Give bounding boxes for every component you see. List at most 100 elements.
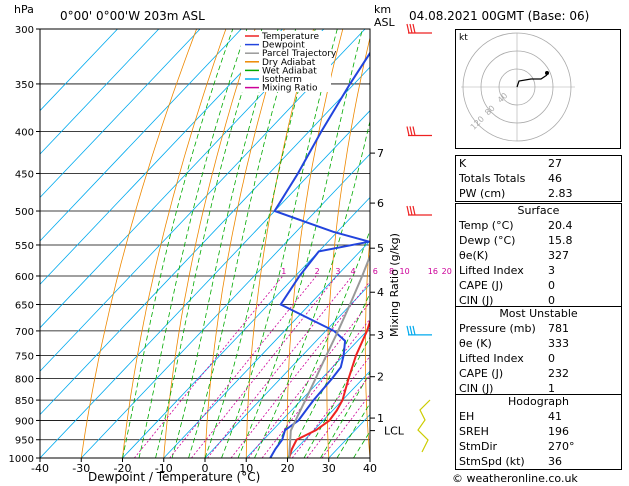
wind-barb-flag — [409, 325, 413, 336]
legend-entry: Parcel Trajectory — [262, 49, 337, 59]
index-label: PW (cm) — [459, 187, 506, 200]
pressure-tick-label: 900 — [15, 416, 34, 427]
isotherm-line — [40, 29, 201, 199]
temperature-tick-label: 20 — [281, 462, 295, 475]
surface-title: Surface — [517, 204, 560, 217]
most-unstable-label: Lifted Index — [459, 352, 524, 365]
most-unstable-label: CIN (J) — [459, 382, 494, 395]
most-unstable-value: 781 — [548, 322, 569, 335]
surface-row: θe(K) 327 — [456, 248, 621, 263]
isotherm-line — [245, 327, 370, 458]
mixing-ratio-label: 20 — [442, 267, 452, 276]
km-tick-label: 2 — [377, 371, 384, 384]
mixing-ratio-label: 10 — [399, 267, 409, 276]
dry-adiabat — [439, 29, 455, 458]
legend-entry: Mixing Ratio — [262, 84, 318, 94]
index-value: 2.83 — [548, 187, 573, 200]
index-row: K 27 — [456, 156, 621, 171]
hodograph-value: 36 — [548, 455, 562, 468]
wet-adiabat — [336, 402, 370, 458]
mixing-ratio-label: 1 — [281, 267, 286, 276]
pressure-tick-label: 500 — [15, 207, 34, 218]
surface-row: CAPE (J) 0 — [456, 278, 621, 293]
hodograph-label: SREH — [459, 425, 489, 438]
hodograph-endpoint — [545, 71, 549, 75]
km-tick-label: 5 — [377, 242, 384, 255]
surface-row: CIN (J) 0 — [456, 293, 621, 308]
dry-adiabat — [163, 29, 256, 458]
mixing-ratio-line — [133, 275, 284, 458]
pressure-tick-label: 800 — [15, 374, 34, 385]
pressure-tick-label: 750 — [15, 351, 34, 362]
surface-value: 20.4 — [548, 219, 573, 232]
dry-adiabat — [403, 29, 431, 458]
isotherm-line — [80, 153, 370, 458]
isotherm-line — [40, 29, 118, 112]
pressure-tick-label: 350 — [15, 80, 34, 91]
mixing-ratio-line — [230, 280, 370, 458]
km-tick-label: 4 — [377, 286, 384, 299]
wind-barb-flag — [409, 205, 413, 216]
hodograph-label: EH — [459, 410, 475, 423]
hpa-label: hPa — [14, 3, 34, 16]
wind-barb-flag — [406, 205, 410, 216]
temperature-tick-label: -20 — [114, 462, 132, 475]
low-level-wind-icon — [417, 399, 431, 453]
wind-barb-flag — [412, 325, 416, 336]
isotherm-line — [163, 240, 370, 458]
dry-adiabat — [122, 29, 227, 458]
legend-entry: Temperature — [261, 32, 319, 42]
wind-barb-flag — [406, 23, 410, 34]
surface-row: Temp (°C) 20.4 — [456, 218, 621, 233]
surface-value: 327 — [548, 249, 569, 262]
most-unstable-row: CIN (J) 1 — [456, 381, 621, 396]
most-unstable-label: Pressure (mb) — [459, 322, 536, 335]
pressure-tick-label: 1000 — [9, 454, 34, 465]
isotherm-line — [204, 283, 370, 458]
surface-row: Dewp (°C) 15.8 — [456, 233, 621, 248]
most-unstable-row: θe (K) 333 — [456, 336, 621, 351]
wet-adiabat — [353, 430, 370, 458]
wet-adiabat — [122, 29, 234, 458]
isotherm-line — [40, 29, 283, 285]
pressure-tick-label: 850 — [15, 396, 34, 407]
hodograph-trace — [516, 74, 548, 88]
most-unstable-value: 333 — [548, 337, 569, 350]
copyright: © weatheronline.co.uk — [452, 472, 578, 485]
mixing-ratio-line — [207, 275, 353, 458]
index-row: Totals Totals 46 — [456, 171, 621, 186]
x-axis-label: Dewpoint / Temperature (°C) — [88, 470, 261, 484]
wind-barb-flag — [409, 126, 413, 136]
wind-barb-flag — [412, 126, 416, 136]
isotherm-line — [40, 29, 325, 329]
hodograph-unit: kt — [459, 33, 468, 43]
surface-label: Dewp (°C) — [459, 234, 516, 247]
surface-label: CAPE (J) — [459, 279, 504, 292]
temperature-curve — [288, 318, 370, 458]
asl-label: ASL — [374, 16, 395, 29]
dewpoint-curve — [269, 51, 370, 458]
index-row: PW (cm) 2.83 — [456, 186, 621, 201]
wet-adiabat — [171, 29, 279, 458]
wind-barb-flag — [406, 325, 410, 336]
mixing-ratio-label: 3 — [335, 267, 340, 276]
most-unstable-panel: Most Unstable Pressure (mb) 781 θe (K) 333 L… — [455, 306, 622, 397]
isotherm-line — [40, 29, 242, 242]
most-unstable-row: Pressure (mb) 781 — [456, 321, 621, 336]
wind-barb-flag — [412, 23, 416, 34]
hodograph-row: StmDir 270° — [456, 439, 621, 454]
pressure-tick-label: 400 — [15, 128, 34, 139]
pressure-tick-label: 450 — [15, 169, 34, 180]
index-value: 46 — [548, 172, 562, 185]
hodograph-value: 196 — [548, 425, 569, 438]
km-tick-label: 6 — [377, 197, 384, 210]
wet-adiabat — [270, 229, 370, 458]
wind-barb-flag — [412, 205, 416, 216]
most-unstable-label: CAPE (J) — [459, 367, 504, 380]
surface-value: 15.8 — [548, 234, 573, 247]
mixing-ratio-line — [191, 275, 338, 458]
isotherm-line — [40, 29, 160, 155]
temperature-tick-label: -40 — [31, 462, 49, 475]
mixing-ratio-label: 2 — [315, 267, 320, 276]
